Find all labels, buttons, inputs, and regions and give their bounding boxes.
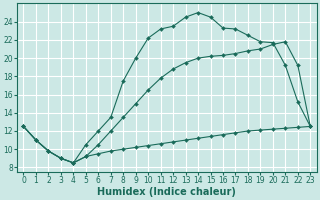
- X-axis label: Humidex (Indice chaleur): Humidex (Indice chaleur): [98, 187, 236, 197]
